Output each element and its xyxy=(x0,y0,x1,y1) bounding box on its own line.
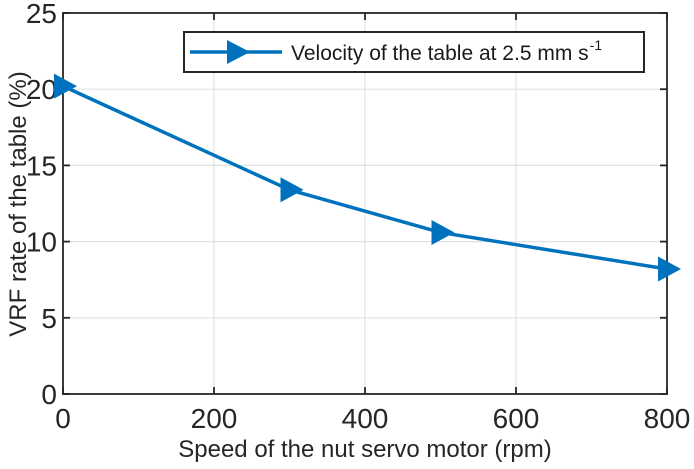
x-tick-label: 400 xyxy=(342,403,389,434)
x-tick-label: 800 xyxy=(644,403,691,434)
y-tick-label: 20 xyxy=(26,74,57,105)
y-tick-label: 25 xyxy=(26,0,57,29)
legend-sample-marker xyxy=(227,40,250,64)
x-tick-label: 200 xyxy=(191,403,238,434)
data-point-marker xyxy=(54,73,77,99)
data-point-marker xyxy=(658,256,681,282)
data-point-marker xyxy=(280,177,304,203)
y-axis-label: VRF rate of the table (%) xyxy=(5,71,32,337)
y-tick-label: 5 xyxy=(41,303,57,334)
x-axis-label: Speed of the nut servo motor (rpm) xyxy=(178,436,552,463)
x-tick-label: 600 xyxy=(493,403,540,434)
y-tick-label: 15 xyxy=(26,150,57,181)
y-tick-label: 0 xyxy=(41,379,57,410)
data-line xyxy=(62,84,668,271)
x-tick-label: 0 xyxy=(55,403,71,434)
legend-label-superscript: -1 xyxy=(589,36,603,53)
legend-label-text: Velocity of the table at 2.5 mm s xyxy=(291,41,589,65)
legend: Velocity of the table at 2.5 mm s-1 xyxy=(183,31,645,73)
legend-line-marker-icon xyxy=(190,40,282,64)
data-point-marker xyxy=(431,219,455,245)
legend-label: Velocity of the table at 2.5 mm s-1 xyxy=(291,36,603,66)
y-tick-label: 10 xyxy=(26,227,57,258)
